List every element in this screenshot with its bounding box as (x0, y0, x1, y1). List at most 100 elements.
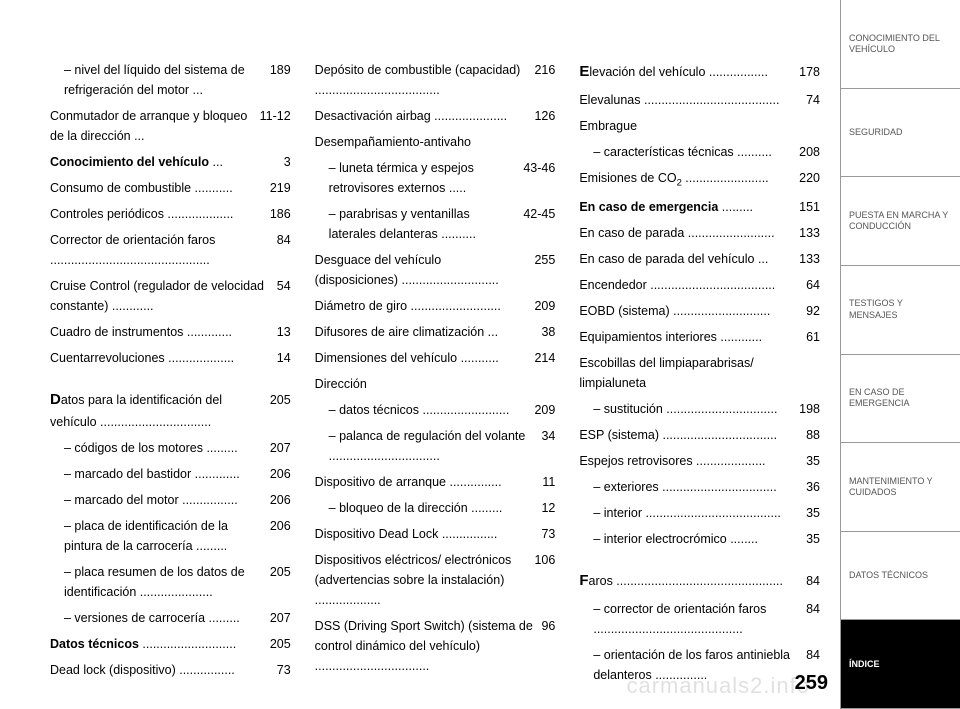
index-entry-label: Embrague (579, 116, 820, 136)
index-entry-page: 106 (530, 550, 555, 570)
page-number: 259 (795, 672, 828, 695)
index-entry-label: – bloqueo de la dirección ......... (329, 498, 538, 518)
index-entry-page: 133 (795, 223, 820, 243)
index-entry-page: 36 (802, 477, 820, 497)
section-tab[interactable]: PUESTA EN MARCHA Y CONDUCCIÓN (841, 177, 960, 266)
index-entry: Difusores de aire climatización ...38 (315, 322, 556, 342)
index-entry-page: 34 (537, 426, 555, 446)
index-entry-page: 207 (266, 438, 291, 458)
index-entry-label: Datos técnicos .........................… (50, 634, 266, 654)
section-tab[interactable]: CONOCIMIENTO DEL VEHÍCULO (841, 0, 960, 89)
index-entry-page: 209 (530, 400, 555, 420)
index-entry-label: En caso de parada del vehículo ... (579, 249, 795, 269)
index-entry-page: 126 (530, 106, 555, 126)
index-entry-page: 61 (802, 327, 820, 347)
index-entry-label: Depósito de combustible (capacidad) ....… (315, 60, 531, 100)
index-entry-page: 220 (795, 168, 820, 188)
index-entry-label: Encendedor .............................… (579, 275, 802, 295)
section-tab[interactable]: ÍNDICE (841, 620, 960, 709)
index-entry-label: – interior electrocrómico ........ (593, 529, 802, 549)
index-entry-label: Difusores de aire climatización ... (315, 322, 538, 342)
index-entry: Datos técnicos .........................… (50, 634, 291, 654)
index-entry: – sustitución ..........................… (579, 399, 820, 419)
index-entry: Elevalunas .............................… (579, 90, 820, 110)
index-entry-label: – luneta térmica y espejos retrovisores … (329, 158, 520, 198)
index-entry: – orientación de los faros antiniebla de… (579, 645, 820, 685)
index-entry: – códigos de los motores .........207 (50, 438, 291, 458)
index-column-3: Elevación del vehículo .................… (579, 60, 820, 689)
index-entry-label: – nivel del líquido del sistema de refri… (64, 60, 266, 100)
index-entry: Faros ..................................… (579, 569, 820, 593)
index-entry-page: 84 (802, 645, 820, 665)
index-entry: Elevación del vehículo .................… (579, 60, 820, 84)
index-entry-bold: Datos técnicos (50, 637, 139, 651)
index-entry-page: 43-46 (519, 158, 555, 178)
index-entry: – marcado del bastidor .............206 (50, 464, 291, 484)
index-entry-page: 151 (795, 197, 820, 217)
index-entry-page: 3 (280, 152, 291, 172)
index-entry-page: 92 (802, 301, 820, 321)
section-tab[interactable]: SEGURIDAD (841, 89, 960, 178)
index-letter-cap: D (50, 391, 61, 408)
index-entry-label: Consumo de combustible ........... (50, 178, 266, 198)
index-entry: ESP (sistema) ..........................… (579, 425, 820, 445)
index-entry-label: EOBD (sistema) .........................… (579, 301, 802, 321)
index-entry-page: 198 (795, 399, 820, 419)
index-entry-page: 205 (266, 634, 291, 654)
index-entry-page: 11 (538, 472, 555, 492)
index-entry: En caso de parada ......................… (579, 223, 820, 243)
index-entry-label: Cuadro de instrumentos ............. (50, 322, 273, 342)
index-entry-label: Escobillas del limpiaparabrisas/ limpial… (579, 353, 820, 393)
index-entry-label: Dispositivo Dead Lock ................ (315, 524, 538, 544)
index-entry: Dirección (315, 374, 556, 394)
index-entry-page: 84 (802, 599, 820, 619)
index-entry-label: Controles periódicos ................... (50, 204, 266, 224)
index-entry: – marcado del motor ................206 (50, 490, 291, 510)
index-entry-page: 12 (537, 498, 555, 518)
section-tab[interactable]: MANTENIMIENTO Y CUIDADOS (841, 443, 960, 532)
index-letter-cap: F (579, 572, 588, 589)
index-entry: En caso de emergencia .........151 (579, 197, 820, 217)
index-entry-label: En caso de parada ......................… (579, 223, 795, 243)
index-entry-label: Diámetro de giro .......................… (315, 296, 531, 316)
index-entry: Desactivación airbag ...................… (315, 106, 556, 126)
index-entry-label: Cuentarrevoluciones ................... (50, 348, 273, 368)
section-tab[interactable]: DATOS TÉCNICOS (841, 532, 960, 621)
index-entry: Desempañamiento-antivaho (315, 132, 556, 152)
index-content: – nivel del líquido del sistema de refri… (0, 0, 840, 709)
index-entry: Dimensiones del vehículo ...........214 (315, 348, 556, 368)
index-entry-page: 133 (795, 249, 820, 269)
index-entry-page: 207 (266, 608, 291, 628)
index-entry: DSS (Driving Sport Switch) (sistema de c… (315, 616, 556, 676)
section-tab[interactable]: TESTIGOS Y MENSAJES (841, 266, 960, 355)
index-entry-label: Espejos retrovisores ...................… (579, 451, 802, 471)
index-entry-page: 189 (266, 60, 291, 80)
index-entry-label: En caso de emergencia ......... (579, 197, 795, 217)
index-entry: Datos para la identificación del vehícul… (50, 388, 291, 432)
index-entry: Depósito de combustible (capacidad) ....… (315, 60, 556, 100)
index-entry-page: 216 (530, 60, 555, 80)
index-entry: En caso de parada del vehículo ...133 (579, 249, 820, 269)
index-entry: – nivel del líquido del sistema de refri… (50, 60, 291, 100)
index-entry: EOBD (sistema) .........................… (579, 301, 820, 321)
index-entry-label: Dispositivos eléctricos/ electrónicos (a… (315, 550, 531, 610)
index-entry-label: Datos para la identificación del vehícul… (50, 388, 266, 432)
index-entry-page: 64 (802, 275, 820, 295)
index-entry: Dispositivo Dead Lock ................73 (315, 524, 556, 544)
index-entry: Espejos retrovisores ...................… (579, 451, 820, 471)
index-entry: – placa resumen de los datos de identifi… (50, 562, 291, 602)
section-tab[interactable]: EN CASO DE EMERGENCIA (841, 355, 960, 444)
index-entry-page: 74 (802, 90, 820, 110)
index-entry-label: Dead lock (dispositivo) ................ (50, 660, 273, 680)
index-entry: – interior .............................… (579, 503, 820, 523)
index-entry-label: Cruise Control (regulador de velocidad c… (50, 276, 273, 316)
index-entry: – placa de identificación de la pintura … (50, 516, 291, 556)
section-tabs-sidebar: CONOCIMIENTO DEL VEHÍCULOSEGURIDADPUESTA… (840, 0, 960, 709)
index-entry-page: 73 (537, 524, 555, 544)
index-entry-label: – códigos de los motores ......... (64, 438, 266, 458)
index-entry-page: 206 (266, 490, 291, 510)
index-entry-label: – características técnicas .......... (593, 142, 795, 162)
index-entry: – parabrisas y ventanillas laterales del… (315, 204, 556, 244)
index-entry: Corrector de orientación faros .........… (50, 230, 291, 270)
index-entry: Escobillas del limpiaparabrisas/ limpial… (579, 353, 820, 393)
